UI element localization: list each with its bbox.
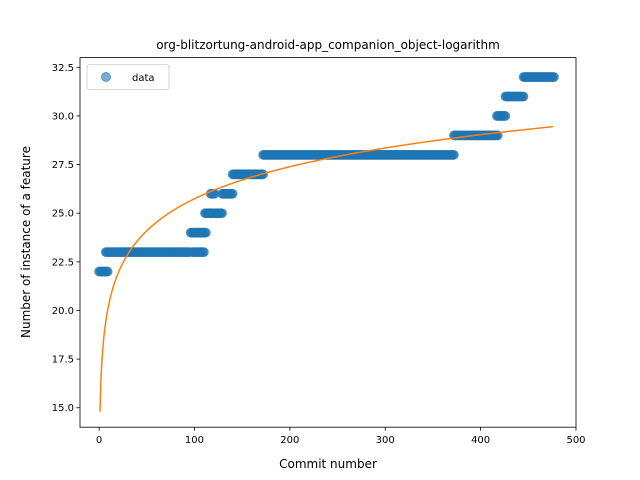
- x-tick-label: 200: [280, 435, 299, 446]
- y-tick-label: 17.5: [52, 355, 74, 366]
- x-tick-label: 500: [566, 435, 585, 446]
- y-axis-title: Number of instance of a feature: [19, 146, 33, 338]
- y-tick-label: 27.5: [52, 160, 74, 171]
- y-tick-label: 30.0: [52, 111, 74, 122]
- fit-series: [99, 125, 554, 412]
- data-point: [227, 188, 238, 199]
- x-tick-label: 100: [185, 435, 204, 446]
- legend-box: [86, 64, 170, 90]
- y-tick-label: 20.0: [52, 306, 74, 317]
- plot-frame: [79, 57, 577, 428]
- chart-title: org-blitzortung-android-app_companion_ob…: [156, 38, 500, 52]
- y-tick-label: 15.0: [52, 403, 74, 414]
- data-point: [518, 91, 529, 102]
- y-tick-label: 25.0: [52, 209, 74, 220]
- legend: data: [86, 64, 170, 90]
- x-tick-label: 400: [471, 435, 490, 446]
- scatter-series: [94, 72, 559, 277]
- data-point: [201, 227, 211, 238]
- x-tick-label: 300: [376, 435, 395, 446]
- data-point: [500, 111, 511, 121]
- y-tick-label: 32.5: [52, 63, 74, 74]
- data-point: [449, 149, 459, 160]
- x-axis-ticks: 0 100 200 300 400 500: [96, 427, 586, 446]
- x-axis-title: Commit number: [279, 457, 377, 471]
- y-axis-ticks: 15.0 17.5 20.0 22.5 25.0 27.5 30.0 32.5: [52, 63, 80, 414]
- data-point: [549, 72, 559, 82]
- y-tick-label: 22.5: [52, 257, 74, 268]
- data-point: [217, 208, 228, 219]
- legend-label-data: data: [132, 73, 155, 84]
- x-tick-label: 0: [96, 435, 102, 446]
- data-point: [102, 266, 113, 277]
- data-point: [199, 247, 209, 258]
- legend-marker-data: [101, 72, 111, 82]
- fit-line: [99, 125, 554, 412]
